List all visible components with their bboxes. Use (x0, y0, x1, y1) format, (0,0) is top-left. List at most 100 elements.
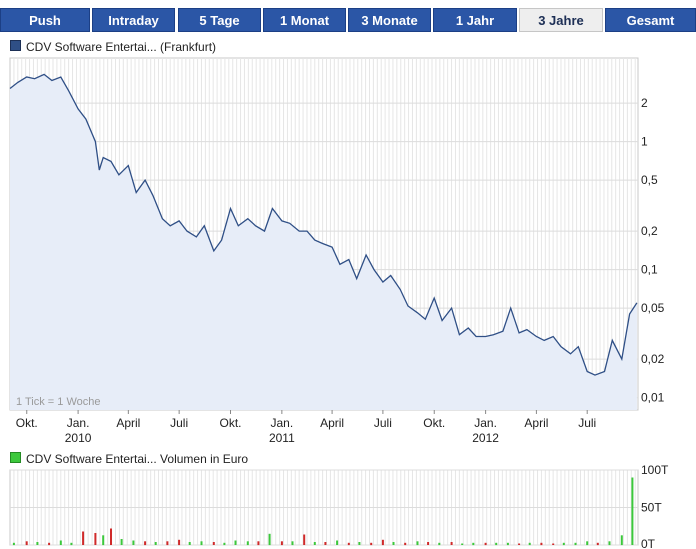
price-legend: CDV Software Entertai... (Frankfurt) (10, 40, 216, 54)
volume-bar (450, 542, 453, 545)
volume-bar (82, 531, 85, 545)
price-y-tick-label: 0,02 (641, 352, 665, 366)
volume-bar (154, 542, 157, 545)
volume-bar (102, 535, 105, 546)
volume-bar (586, 541, 589, 546)
volume-bar (574, 542, 577, 546)
volume-bar (178, 539, 181, 546)
tab-3-jahre[interactable]: 3 Jahre (519, 8, 603, 32)
volume-bar (110, 528, 112, 545)
volume-bar (324, 542, 327, 545)
x-tick-label: April (320, 416, 344, 430)
price-y-tick-label: 0,01 (641, 391, 665, 405)
x-tick-year-label: 2010 (65, 431, 92, 445)
volume-bar (12, 542, 15, 546)
volume-bar (472, 542, 475, 546)
volume-bar (484, 542, 487, 546)
volume-bar (223, 542, 226, 546)
volume-bar (416, 541, 419, 546)
price-y-tick-label: 1 (641, 135, 648, 149)
tick-note: 1 Tick = 1 Woche (16, 396, 101, 408)
volume-bar (234, 540, 237, 545)
volume-y-tick-label: 50T (641, 501, 662, 515)
volume-bar (347, 542, 350, 546)
volume-bar (246, 541, 249, 546)
volume-bar (370, 542, 373, 546)
volume-bar (94, 533, 97, 545)
x-tick-year-label: 2012 (472, 431, 499, 445)
volume-bar (404, 542, 407, 546)
volume-bar (540, 542, 543, 546)
x-tick-label: Jan. (67, 416, 90, 430)
x-tick-year-label: 2011 (269, 431, 295, 445)
volume-legend-label: CDV Software Entertai... Volumen in Euro (26, 452, 249, 466)
volume-bar (313, 542, 316, 545)
price-legend-label: CDV Software Entertai... (Frankfurt) (26, 40, 217, 54)
volume-y-tick-label: 0T (641, 537, 656, 549)
price-y-tick-label: 0,1 (641, 263, 658, 277)
tab-1-jahr[interactable]: 1 Jahr (433, 8, 517, 32)
x-tick-label: April (116, 416, 140, 430)
volume-bar (358, 542, 361, 545)
x-tick-label: Jan. (271, 416, 294, 430)
price-y-tick-label: 0,5 (641, 173, 658, 187)
volume-bar (200, 541, 203, 546)
volume-bar (427, 542, 430, 545)
tab-gesamt[interactable]: Gesamt (605, 8, 696, 32)
volume-bar (36, 542, 39, 545)
volume-bar (438, 542, 441, 546)
volume-bar (144, 541, 147, 546)
x-tick-label: Okt. (16, 416, 38, 430)
x-tick-label: Juli (374, 416, 392, 430)
volume-bar (336, 540, 339, 545)
volume-bar (461, 543, 464, 545)
tab-5-tage[interactable]: 5 Tage (178, 8, 261, 32)
volume-bar (212, 542, 215, 545)
volume-bar (59, 540, 62, 545)
price-y-tick-label: 2 (641, 96, 648, 110)
volume-y-tick-label: 100T (641, 463, 669, 477)
volume-bar (291, 541, 294, 546)
volume-legend: CDV Software Entertai... Volumen in Euro (10, 452, 248, 466)
x-tick-label: Okt. (219, 416, 241, 430)
tab-push[interactable]: Push (0, 8, 90, 32)
volume-bar (552, 543, 555, 545)
tab-3-monate[interactable]: 3 Monate (348, 8, 431, 32)
price-legend-swatch (10, 40, 21, 51)
x-tick-label: Okt. (423, 416, 445, 430)
volume-bar (506, 542, 509, 546)
volume-bar (518, 543, 521, 545)
period-tabs: Push Intraday 5 Tage 1 Monat 3 Monate 1 … (0, 8, 696, 32)
price-y-tick-label: 0,2 (641, 224, 658, 238)
x-tick-label: Jan. (474, 416, 497, 430)
volume-bar (631, 477, 634, 545)
price-area (10, 74, 637, 411)
x-tick-label: April (524, 416, 548, 430)
volume-bar (257, 541, 260, 546)
volume-bar (303, 534, 306, 545)
volume-bar (596, 542, 599, 546)
volume-bar (392, 542, 395, 545)
volume-bar (280, 541, 283, 546)
volume-bar (166, 541, 169, 546)
x-tick-label: Juli (170, 416, 188, 430)
volume-bar (25, 541, 28, 546)
volume-bar (48, 542, 51, 546)
volume-bar (562, 542, 565, 546)
tab-1-monat[interactable]: 1 Monat (263, 8, 346, 32)
volume-bar (188, 542, 191, 545)
volume-bar (381, 539, 384, 546)
volume-bar (268, 533, 271, 546)
price-y-tick-label: 0,05 (641, 301, 665, 315)
volume-bar (495, 542, 498, 546)
volume-legend-swatch (10, 452, 21, 463)
x-tick-label: Juli (578, 416, 596, 430)
price-line (9, 73, 638, 376)
volume-bar (132, 540, 135, 545)
volume-bar (120, 539, 123, 545)
volume-bar (608, 541, 611, 546)
volume-bar (70, 542, 73, 546)
tab-intraday[interactable]: Intraday (92, 8, 175, 32)
volume-bar (528, 542, 531, 546)
